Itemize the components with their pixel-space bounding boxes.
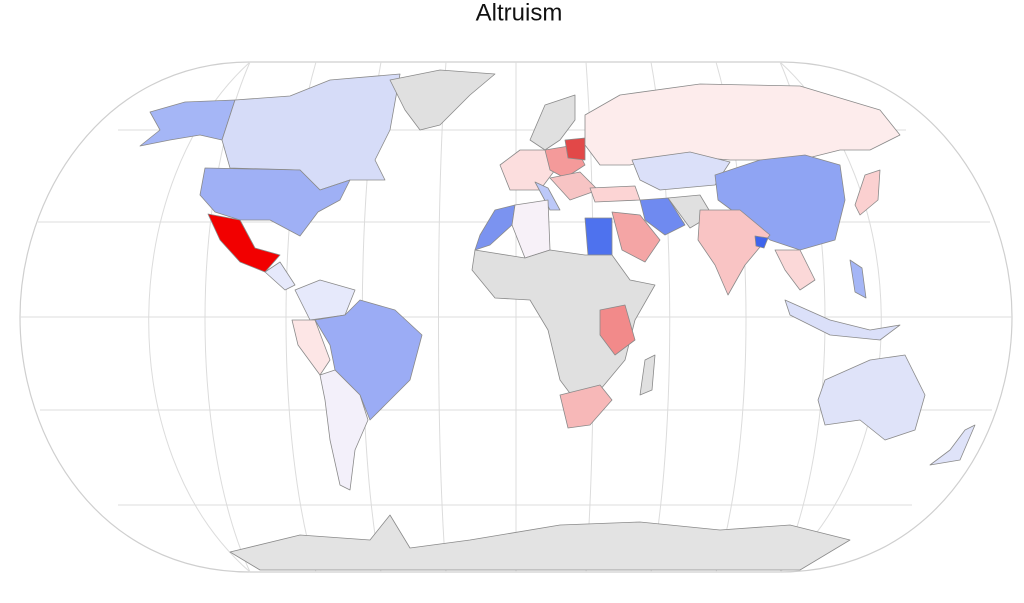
south-africa bbox=[559, 384, 613, 429]
argentina-chile bbox=[319, 369, 369, 491]
russia bbox=[584, 83, 901, 166]
mexico bbox=[207, 213, 281, 273]
philippines bbox=[849, 259, 867, 299]
poland bbox=[564, 137, 586, 161]
turkey bbox=[589, 185, 641, 203]
bangladesh bbox=[754, 235, 769, 249]
iran bbox=[639, 197, 686, 236]
madagascar bbox=[639, 354, 656, 396]
greenland bbox=[389, 69, 496, 131]
tanzania-kenya bbox=[599, 304, 636, 356]
saudi-arabia bbox=[611, 211, 661, 263]
colombia-venezuela bbox=[294, 279, 356, 321]
countries bbox=[139, 69, 976, 571]
indonesia bbox=[784, 299, 901, 341]
india bbox=[697, 209, 771, 296]
africa-rest bbox=[471, 249, 656, 401]
kazakhstan bbox=[631, 151, 731, 191]
alaska bbox=[139, 99, 236, 147]
peru bbox=[291, 319, 331, 376]
united-states bbox=[199, 167, 351, 237]
egypt bbox=[584, 217, 613, 256]
australia bbox=[817, 354, 926, 441]
map-title: Altruism bbox=[476, 0, 563, 26]
japan bbox=[854, 169, 881, 216]
canada bbox=[221, 73, 401, 191]
new-zealand bbox=[929, 424, 976, 466]
southeast-asia bbox=[774, 249, 816, 291]
brazil bbox=[314, 299, 423, 421]
antarctica bbox=[229, 514, 851, 571]
central-america bbox=[264, 261, 296, 291]
